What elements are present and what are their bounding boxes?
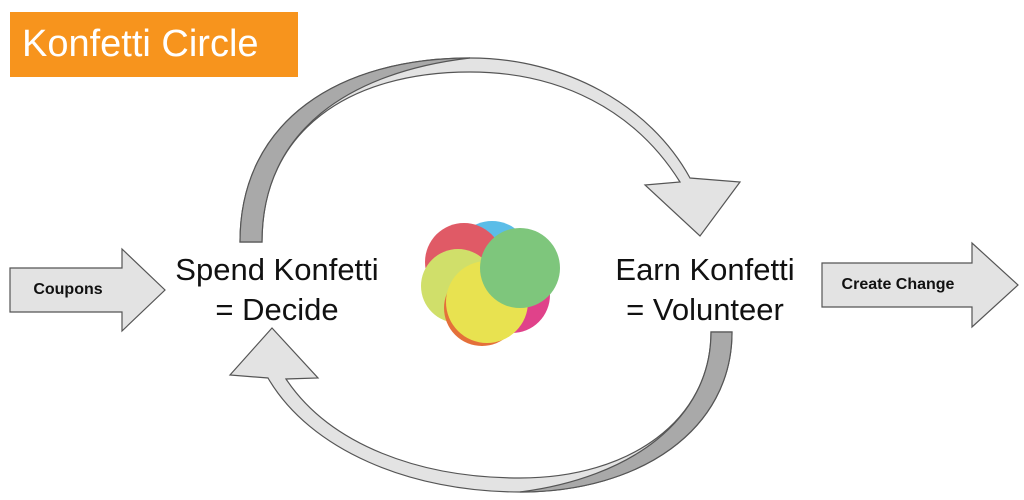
- create-change-label: Create Change: [841, 276, 955, 293]
- decide-label: = Decide: [215, 292, 339, 327]
- spend-konfetti-node: Spend Konfetti = Decide: [158, 250, 396, 330]
- cycle-arrow-bottom: [228, 327, 733, 493]
- coupons-label: Coupons: [33, 281, 103, 298]
- logo-dot-green: [480, 228, 560, 308]
- earn-konfetti-node: Earn Konfetti = Volunteer: [598, 250, 812, 330]
- konfetti-logo-icon: [421, 221, 560, 346]
- create-change-arrow: [821, 241, 1019, 329]
- spend-konfetti-label: Spend Konfetti: [175, 252, 379, 287]
- coupons-arrow: [9, 247, 166, 333]
- volunteer-label: = Volunteer: [626, 292, 784, 327]
- cycle-arrow-top: [239, 57, 742, 243]
- earn-konfetti-label: Earn Konfetti: [615, 252, 795, 287]
- page-title: Konfetti Circle: [10, 12, 298, 77]
